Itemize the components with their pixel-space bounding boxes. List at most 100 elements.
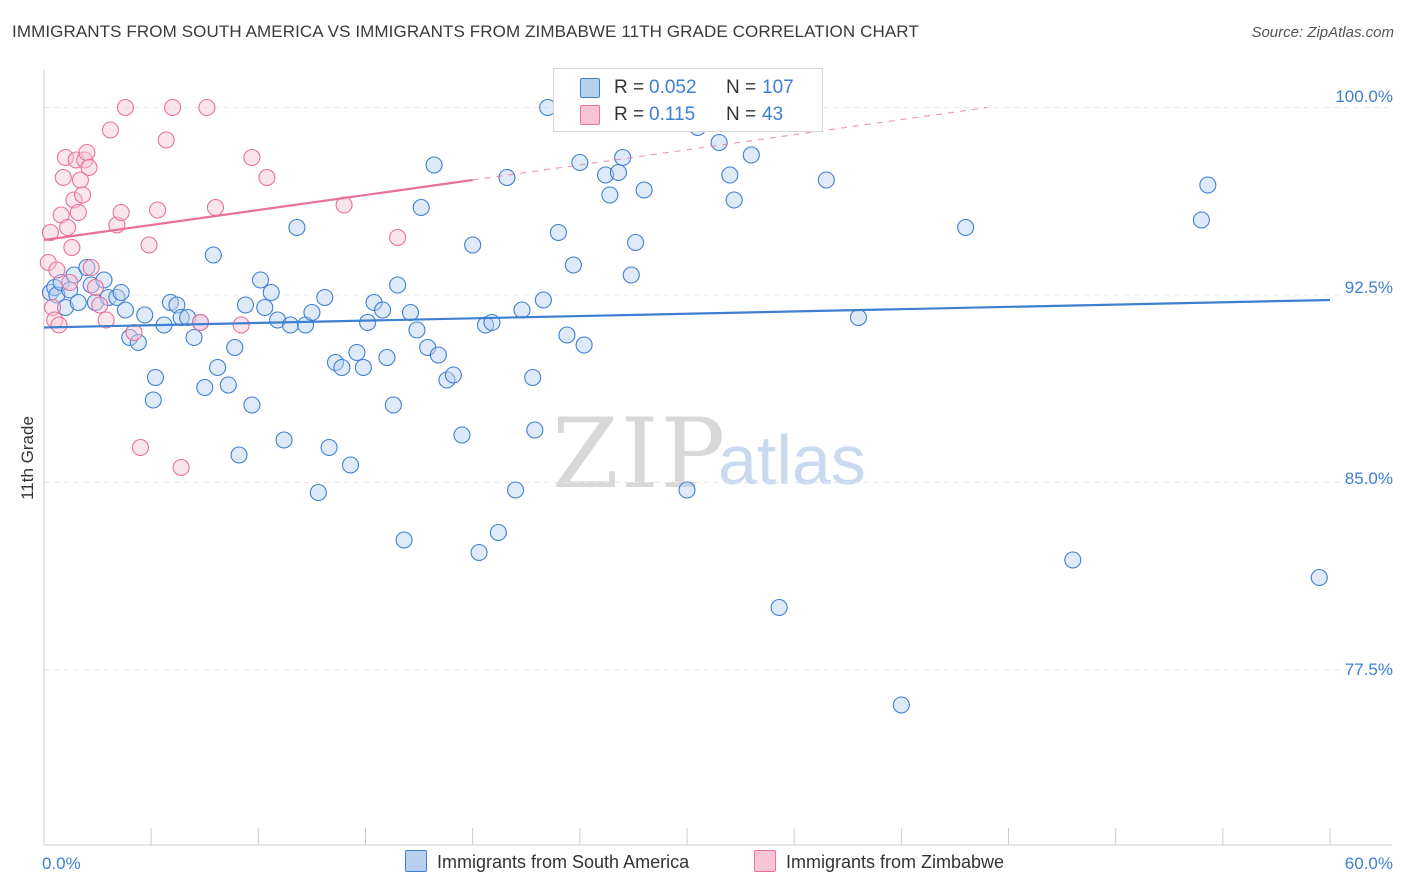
- point-zimbabwe: [48, 261, 66, 279]
- y-tick-label-77-5: 77.5%: [1344, 660, 1393, 679]
- correlation-legend: R = 0.052 N = 107 R = 0.115 N = 43: [553, 68, 823, 132]
- point-south-america: [506, 481, 525, 499]
- point-south-america: [571, 153, 589, 172]
- point-south-america: [374, 301, 392, 319]
- legend-swatch-blue: [580, 78, 600, 98]
- y-tick-label-92-5: 92.5%: [1344, 278, 1393, 297]
- bottom-legend-swatch-blue: [405, 850, 427, 873]
- watermark-atlas: atlas: [718, 421, 866, 499]
- point-south-america: [725, 191, 743, 209]
- point-south-america: [112, 283, 130, 302]
- point-zimbabwe: [112, 203, 130, 222]
- point-zimbabwe: [78, 143, 96, 162]
- point-south-america: [320, 438, 338, 457]
- legend-r-value: 0.052: [649, 77, 697, 98]
- point-zimbabwe: [125, 323, 143, 342]
- point-south-america: [136, 306, 154, 324]
- point-south-america: [444, 366, 462, 384]
- point-south-america: [116, 301, 134, 319]
- point-south-america: [359, 313, 377, 332]
- point-south-america: [622, 266, 640, 284]
- point-south-america: [395, 531, 413, 549]
- watermark-zip: ZIP: [552, 398, 728, 510]
- point-south-america: [1064, 551, 1082, 569]
- point-zimbabwe: [63, 238, 81, 257]
- point-south-america: [256, 298, 274, 317]
- point-south-america: [303, 303, 321, 322]
- chart-title: IMMIGRANTS FROM SOUTH AMERICA VS IMMIGRA…: [12, 22, 919, 41]
- point-zimbabwe: [86, 278, 104, 297]
- point-south-america: [678, 481, 696, 499]
- point-south-america: [558, 326, 576, 344]
- point-south-america: [230, 446, 248, 464]
- point-south-america: [78, 258, 96, 277]
- x-tick-label-max: 60.0%: [1344, 854, 1393, 873]
- point-south-america: [384, 396, 402, 414]
- point-zimbabwe: [69, 203, 87, 222]
- legend-swatch-pink: [580, 105, 600, 125]
- point-south-america: [401, 303, 420, 322]
- point-south-america: [489, 523, 507, 542]
- point-south-america: [333, 358, 351, 377]
- legend-n-label: N =: [726, 77, 757, 98]
- point-south-america: [575, 336, 593, 354]
- point-south-america: [609, 163, 627, 182]
- point-zimbabwe: [232, 316, 250, 334]
- point-south-america: [204, 246, 222, 264]
- point-south-america: [635, 181, 653, 199]
- point-zimbabwe: [191, 313, 210, 332]
- point-south-america: [378, 348, 396, 367]
- point-south-america: [524, 368, 542, 387]
- legend-r-label: R =: [614, 77, 645, 98]
- point-south-america: [601, 186, 619, 204]
- point-south-america: [269, 311, 287, 329]
- point-south-america: [526, 421, 544, 439]
- point-south-america: [1192, 211, 1210, 229]
- point-south-america: [513, 301, 531, 319]
- trendline-zimbabwe-extension: [472, 106, 988, 181]
- point-south-america: [196, 378, 214, 397]
- point-south-america: [243, 396, 261, 414]
- point-south-america: [498, 168, 516, 187]
- point-south-america: [262, 283, 280, 302]
- bottom-legend-south-america: Immigrants from South America: [405, 850, 689, 874]
- chart-source: Source: ZipAtlas.com: [1251, 24, 1394, 41]
- point-zimbabwe: [44, 298, 62, 317]
- point-south-america: [412, 198, 430, 217]
- point-south-america: [348, 343, 366, 362]
- point-south-america: [236, 296, 255, 314]
- point-south-america: [849, 308, 868, 327]
- legend-n-label: N =: [726, 104, 757, 125]
- point-south-america: [1199, 176, 1217, 194]
- point-south-america: [146, 368, 165, 387]
- point-zimbabwe: [54, 168, 72, 187]
- point-south-america: [710, 133, 728, 152]
- point-zimbabwe: [243, 148, 261, 167]
- point-south-america: [288, 218, 306, 237]
- point-zimbabwe: [140, 236, 158, 254]
- point-zimbabwe: [97, 311, 115, 329]
- point-zimbabwe: [59, 218, 77, 237]
- point-south-america: [129, 333, 147, 352]
- point-south-america: [226, 338, 244, 357]
- trendline-south-america: [43, 298, 1331, 329]
- point-south-america: [464, 236, 482, 254]
- legend-row-zimbabwe: R = 0.115 N = 43: [554, 100, 822, 128]
- point-south-america: [275, 431, 293, 449]
- point-south-america: [185, 328, 203, 347]
- point-zimbabwe: [116, 98, 134, 117]
- point-south-america: [742, 146, 760, 164]
- point-south-america: [597, 166, 615, 184]
- point-south-america: [429, 346, 447, 364]
- point-zimbabwe: [198, 98, 216, 117]
- point-south-america: [892, 696, 910, 714]
- point-south-america: [534, 291, 552, 309]
- point-south-america: [564, 256, 582, 274]
- point-south-america: [56, 298, 74, 317]
- point-south-america: [144, 391, 162, 409]
- point-zimbabwe: [56, 148, 74, 167]
- point-south-america: [69, 293, 87, 312]
- point-zimbabwe: [101, 121, 119, 139]
- legend-n-value: 107: [762, 77, 794, 98]
